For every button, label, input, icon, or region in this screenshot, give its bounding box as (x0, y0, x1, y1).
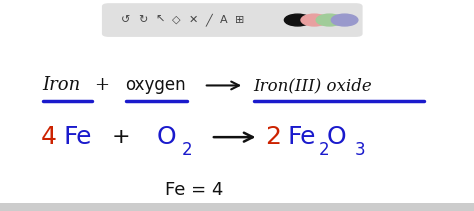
Text: 2: 2 (319, 141, 329, 159)
Text: 3: 3 (355, 141, 365, 159)
Circle shape (316, 14, 343, 26)
Text: 4: 4 (40, 125, 56, 149)
Text: Iron(III) oxide: Iron(III) oxide (254, 77, 373, 94)
Text: ⊞: ⊞ (235, 15, 245, 25)
Text: +: + (111, 127, 130, 147)
Text: Iron: Iron (43, 76, 81, 95)
Text: +: + (94, 76, 109, 95)
Text: Fe = 4: Fe = 4 (165, 181, 224, 199)
Circle shape (284, 14, 311, 26)
Text: ✕: ✕ (188, 15, 198, 25)
Bar (0, 203, 474, 211)
Text: oxygen: oxygen (126, 76, 186, 95)
FancyBboxPatch shape (102, 3, 363, 37)
Text: ╱: ╱ (205, 14, 212, 26)
Text: 2: 2 (265, 125, 282, 149)
Circle shape (331, 14, 358, 26)
Text: O: O (327, 125, 346, 149)
Text: A: A (220, 15, 228, 25)
Text: ↺: ↺ (121, 15, 130, 25)
Circle shape (301, 14, 328, 26)
Text: 2: 2 (182, 141, 192, 159)
Text: ◇: ◇ (172, 15, 181, 25)
Text: ↖: ↖ (155, 15, 165, 25)
Text: Fe: Fe (64, 125, 92, 149)
Text: ↻: ↻ (138, 15, 148, 25)
Text: O: O (156, 125, 176, 149)
Text: Fe: Fe (288, 125, 316, 149)
